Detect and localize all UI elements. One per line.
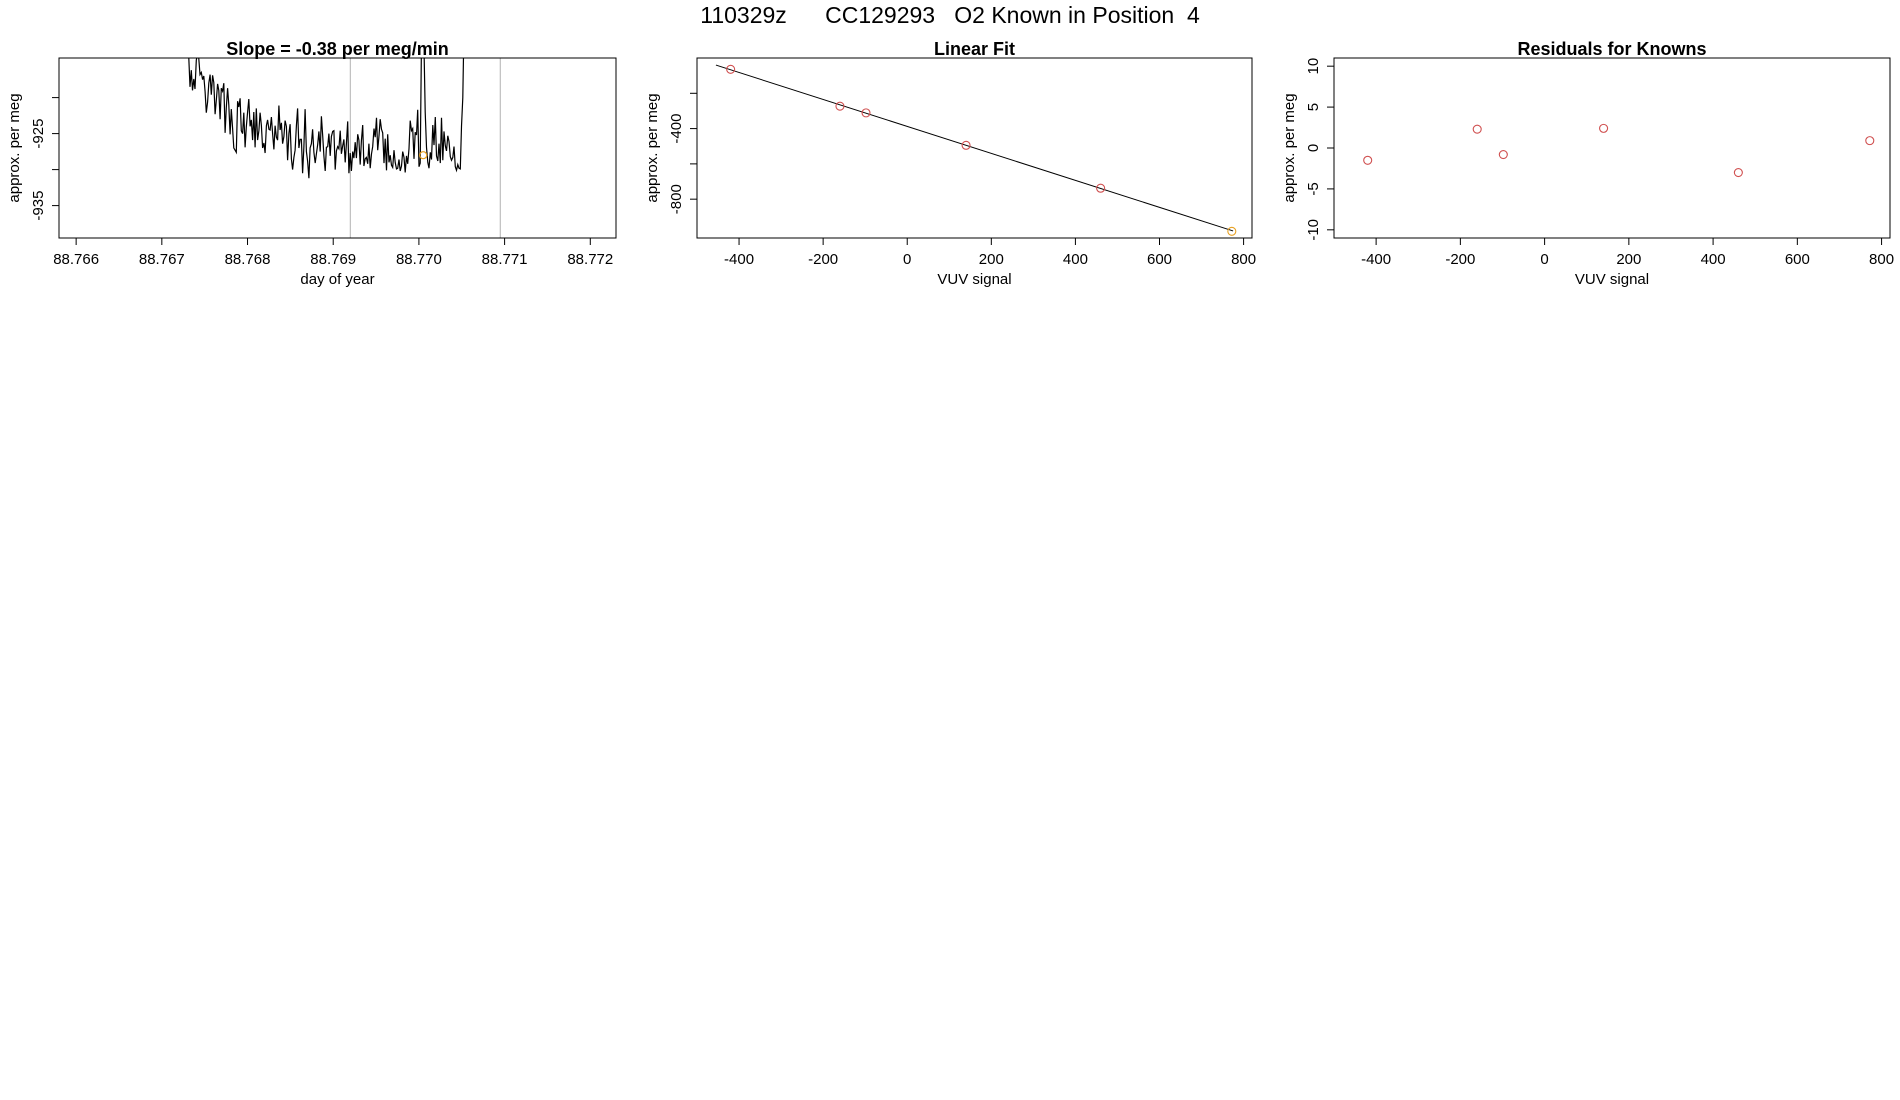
y-tick-label: 0 [1305,144,1322,152]
data-point [1472,124,1482,134]
y-tick-label: 10 [1305,58,1322,75]
time-series-panel: Slope = -0.38 per meg/min 88.766 88.767 88.… [6,39,617,288]
x-tick-label: 88.769 [310,251,356,268]
x-tick-label: 200 [1616,251,1641,268]
y-tick-label: -935 [30,191,47,221]
data-point [1096,183,1106,193]
x-tick-label: -200 [1445,251,1475,268]
y-axis-label: approx. per meg [644,93,661,202]
x-tick-label: 600 [1147,251,1172,268]
x-tick-label: 88.771 [482,251,528,268]
x-tick-label: 800 [1231,251,1256,268]
x-axis-label: day of year [300,271,374,288]
x-tick-label: 0 [903,251,911,268]
x-tick-label: 400 [1063,251,1088,268]
x-axis-label: VUV signal [937,271,1011,288]
highlight-point [419,151,428,160]
x-tick-label: 0 [1540,251,1548,268]
y-axis-label: approx. per meg [1281,93,1298,202]
y-tick-label: -925 [30,119,47,149]
panel-title: Linear Fit [934,39,1015,59]
panel-title: Residuals for Knowns [1517,39,1706,59]
data-layer [715,64,1237,236]
x-axis-label: VUV signal [1575,271,1649,288]
series-line [188,58,465,179]
plot-frame [696,57,1253,239]
x-tick-label: 200 [979,251,1004,268]
main-title: 110329z CC129293 O2 Known in Position 4 [700,2,1200,28]
x-tick-label: 88.767 [139,251,185,268]
x-tick-label: 600 [1785,251,1810,268]
residuals-panel: Residuals for Knowns -400 -200 0 200 400 600 80… [1281,39,1894,288]
x-tick-label: -400 [724,251,754,268]
data-layer [1363,123,1875,178]
y-tick-label: 5 [1305,103,1322,111]
data-point [1498,149,1508,160]
data-point [726,64,736,74]
data-point [1599,123,1609,133]
panel-title: Slope = -0.38 per meg/min [226,39,449,59]
x-tick-label: 800 [1869,251,1894,268]
data-point [1363,155,1373,165]
data-point [1865,136,1875,146]
linear-fit-panel: Linear Fit -400 -200 0 200 400 600 800 -400 -800 V… [644,39,1256,288]
x-tick-label: 88.766 [53,251,99,268]
data-point [835,101,845,111]
x-tick-label: -400 [1361,251,1391,268]
x-tick-label: 400 [1701,251,1726,268]
plot-frame [58,57,617,239]
plot-frame [1333,57,1891,239]
data-point [961,140,971,150]
y-tick-label: -800 [668,184,685,214]
data-point [861,108,871,118]
fit-line [715,64,1234,232]
data-point [1733,167,1743,178]
y-tick-label: -400 [668,114,685,144]
x-tick-label: 88.772 [567,251,613,268]
highlight-point [1227,226,1237,236]
data-layer [188,58,465,179]
x-tick-label: 88.768 [225,251,271,268]
y-tick-label: -10 [1305,219,1322,241]
x-tick-label: -200 [808,251,838,268]
y-axis-label: approx. per meg [6,93,23,202]
x-tick-label: 88.770 [396,251,442,268]
y-tick-label: -5 [1305,182,1322,195]
